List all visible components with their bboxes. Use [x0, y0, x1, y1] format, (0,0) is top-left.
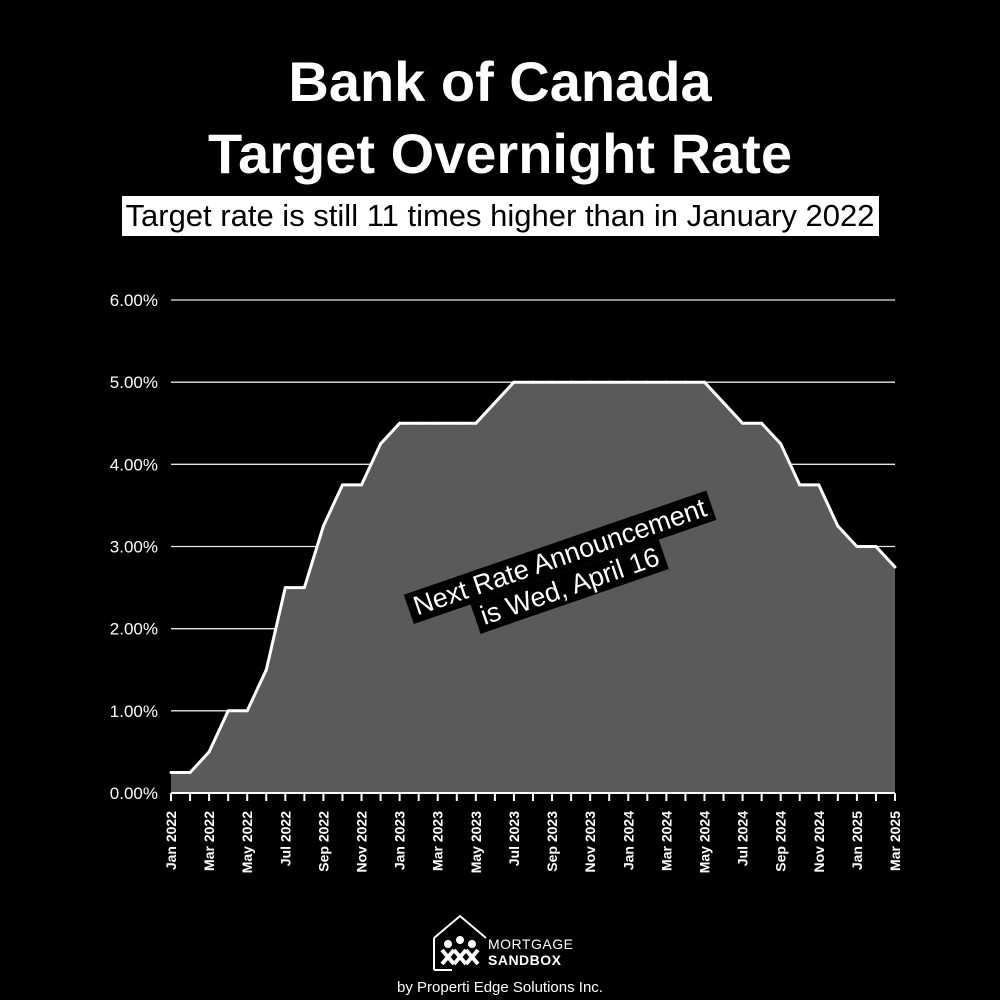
- data-point: [474, 421, 478, 425]
- x-tick-label: Sep 2022: [315, 811, 331, 872]
- data-point: [626, 380, 630, 384]
- credit-line: by Properti Edge Solutions Inc.: [397, 979, 603, 996]
- x-tick-label: May 2024: [696, 811, 712, 873]
- x-tick-label: Mar 2023: [430, 811, 446, 871]
- data-point: [607, 380, 611, 384]
- data-point: [188, 770, 192, 774]
- data-point: [836, 524, 840, 528]
- y-tick-label: 6.00%: [110, 291, 158, 310]
- data-point: [455, 421, 459, 425]
- x-tick-label: Sep 2024: [773, 811, 789, 872]
- data-point: [226, 709, 230, 713]
- y-tick-label: 0.00%: [110, 784, 158, 803]
- x-tick-label: Sep 2023: [544, 811, 560, 872]
- y-tick-label: 2.00%: [110, 620, 158, 639]
- data-point: [893, 565, 897, 569]
- data-point: [779, 442, 783, 446]
- x-tick-label: Jan 2023: [392, 811, 408, 870]
- data-point: [645, 380, 649, 384]
- data-point: [798, 483, 802, 487]
- x-tick-label: Jul 2023: [506, 811, 522, 866]
- house-people-icon: [433, 914, 487, 971]
- data-point: [855, 545, 859, 548]
- data-point: [588, 380, 592, 384]
- data-point: [531, 380, 535, 384]
- chart-title-line-1: Bank of Canada: [288, 50, 712, 113]
- rate-chart: 0.00% 1.00% 2.00% 3.00% 4.00% 5.00% 6.00% Jan …: [110, 291, 903, 873]
- data-point: [340, 483, 344, 487]
- x-tick-label: Mar 2025: [887, 811, 903, 871]
- subtitle-container: Target rate is still 11 times higher tha…: [0, 196, 1000, 236]
- x-tick-layer: Jan 2022 Mar 2022 May 2022 Jul 2022 Sep 2022…: [163, 792, 903, 873]
- y-tick-label: 5.00%: [110, 373, 158, 392]
- x-tick-label: Jul 2024: [735, 811, 751, 866]
- data-point: [321, 524, 325, 528]
- x-tick-label: Mar 2022: [201, 811, 217, 871]
- data-point: [245, 709, 249, 713]
- data-point: [283, 586, 287, 590]
- x-tick-label: Nov 2023: [582, 811, 598, 873]
- logo-text-mortgage: MORTGAGE: [488, 936, 574, 952]
- chart-subtitle: Target rate is still 11 times higher tha…: [121, 196, 879, 236]
- data-point: [169, 770, 173, 774]
- data-point: [302, 586, 306, 590]
- data-point: [360, 483, 364, 487]
- data-point: [512, 380, 516, 384]
- data-point: [760, 421, 764, 425]
- data-point: [874, 545, 878, 548]
- x-tick-label: Jan 2025: [849, 811, 865, 870]
- data-point: [550, 380, 554, 384]
- x-tick-label: Nov 2022: [354, 811, 370, 873]
- data-point: [664, 380, 668, 384]
- x-tick-label: Jul 2022: [277, 811, 293, 866]
- logo-text-sandbox: SANDBOX: [488, 952, 562, 968]
- x-tick-label: Mar 2024: [658, 811, 674, 871]
- chart-title-line-2: Target Overnight Rate: [208, 122, 792, 185]
- x-tick-label: Nov 2024: [811, 811, 827, 873]
- y-tick-label: 4.00%: [110, 455, 158, 474]
- y-tick-label: 3.00%: [110, 538, 158, 557]
- data-point: [207, 750, 211, 754]
- data-point: [722, 401, 726, 405]
- x-tick-label: May 2023: [468, 811, 484, 873]
- x-tick-label: Jan 2024: [620, 811, 636, 870]
- x-tick-label: May 2022: [239, 811, 255, 873]
- data-point: [702, 380, 706, 384]
- data-point: [398, 421, 402, 425]
- data-point: [683, 380, 687, 384]
- y-tick-layer: 0.00% 1.00% 2.00% 3.00% 4.00% 5.00% 6.00%: [110, 291, 158, 803]
- data-point: [417, 421, 421, 425]
- data-point: [493, 401, 497, 405]
- data-point: [817, 483, 821, 487]
- data-point: [436, 421, 440, 425]
- data-point: [264, 668, 268, 672]
- y-tick-label: 1.00%: [110, 702, 158, 721]
- x-tick-label: Jan 2022: [163, 811, 179, 870]
- data-point: [569, 380, 573, 384]
- data-point: [379, 442, 383, 446]
- data-point: [741, 421, 745, 425]
